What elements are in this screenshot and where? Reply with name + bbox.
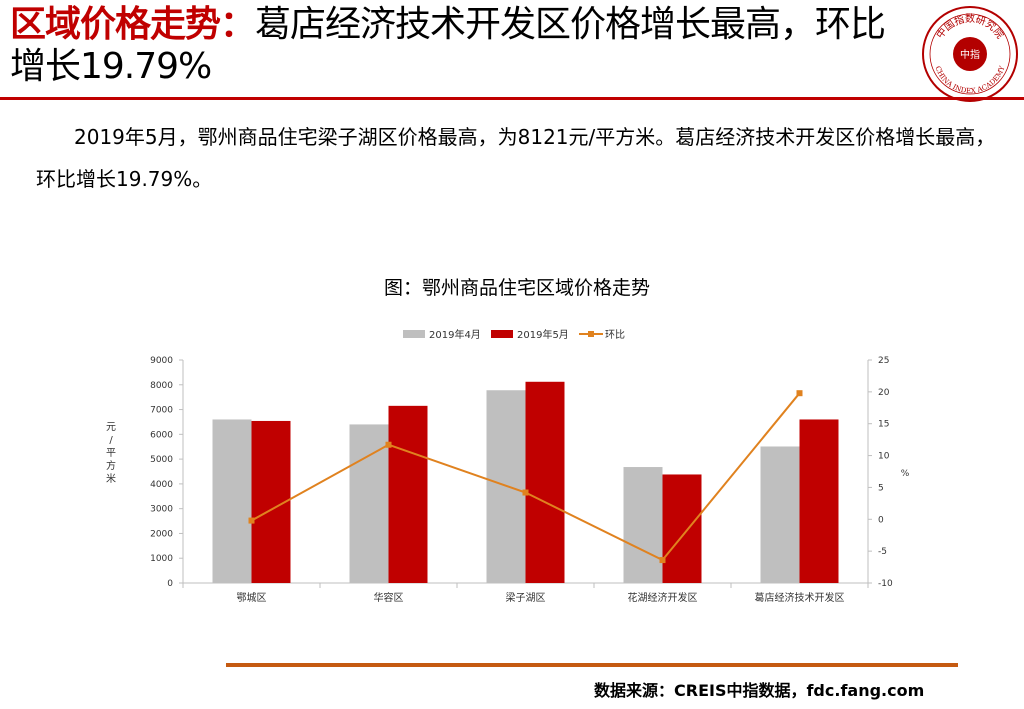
y-right-tick-label: 10 [878,452,890,462]
legend-label-apr: 2019年4月 [429,328,481,341]
legend-label-mom: 环比 [605,329,625,341]
x-tick-label: 鄂城区 [237,592,267,604]
title-rest: 葛店经济技术开发区价格增长最高，环比增长19.79% [10,4,886,87]
logo-center-text: 中指 [960,48,980,61]
summary-paragraph: 2019年5月，鄂州商品住宅梁子湖区价格最高，为8121元/平方米。葛店经济技术… [36,125,996,191]
y-left-tick-label: 2000 [150,529,173,539]
y-left-tick-label: 3000 [150,505,173,515]
bar-2019-04 [349,424,389,583]
y-left-tick-label: 4000 [150,480,173,490]
y-right-tick-label: 15 [878,420,889,430]
x-tick-label: 华容区 [374,591,404,604]
data-source: 数据来源：CREIS中指数据，fdc.fang.com [594,681,925,700]
header-divider [0,97,1024,100]
chart-legend: 2019年4月 2019年5月 环比 [403,328,625,341]
bar-2019-04 [623,467,663,583]
legend-swatch-may [491,330,513,338]
bar-2019-05 [662,474,702,583]
y-right-tick-label: 0 [878,515,884,525]
x-tick-label: 花湖经济开发区 [628,591,698,604]
y-left-label-char: 平 [106,448,116,459]
y-left-tick-label: 6000 [150,430,173,440]
mom-point [796,390,803,397]
y-left-label-char: 方 [106,459,116,472]
bar-2019-04 [760,446,800,583]
y-left-label-char: 米 [106,472,116,485]
y-left-tick-label: 8000 [150,381,173,391]
mom-point [659,557,666,564]
y-left-tick-label: 5000 [150,455,173,465]
bar-2019-05 [388,405,428,583]
y-right-tick-label: 25 [878,356,889,366]
bar-2019-05 [799,419,839,583]
legend-label-may: 2019年5月 [517,328,569,341]
y-left-label-char: 元 [106,422,116,433]
y-right-tick-label: -10 [878,579,893,589]
y-left-tick-label: 1000 [150,554,173,564]
y-left-label: 元 / 平方米 [106,422,116,485]
y-left-tick-label: 9000 [150,356,173,366]
china-index-academy-logo: 中国指数研究院 CHINA INDEX ACADEMY 中指 [922,6,1018,102]
y-right-label: % [901,469,910,479]
mom-point [248,517,255,524]
bar-2019-05 [525,381,565,583]
x-tick-label: 葛店经济技术开发区 [755,591,845,604]
y-right-tick-label: 20 [878,388,890,398]
chart-title: 图：鄂州商品住宅区域价格走势 [383,277,650,299]
title-emphasis: 区域价格走势： [10,4,256,45]
y-left-tick-label: 7000 [150,406,173,416]
y-left-label-char: / [109,435,113,446]
plot-area: 0 1000 2000 3000 4000 5000 6000 7000 8000 9000 -10… [150,356,893,604]
y-left-tick-label: 0 [167,579,173,589]
footer-divider [226,663,958,667]
bar-2019-04 [212,419,252,583]
y-right-tick-label: 5 [878,483,884,493]
y-right-tick-label: -5 [878,547,887,557]
mom-point [522,489,529,496]
x-tick-label: 梁子湖区 [506,591,546,604]
legend-swatch-apr [403,330,425,338]
mom-point [385,441,392,448]
legend-swatch-mom-marker [588,331,594,337]
slide-title: 区域价格走势：葛店经济技术开发区价格增长最高，环比增长19.79% [10,4,910,88]
